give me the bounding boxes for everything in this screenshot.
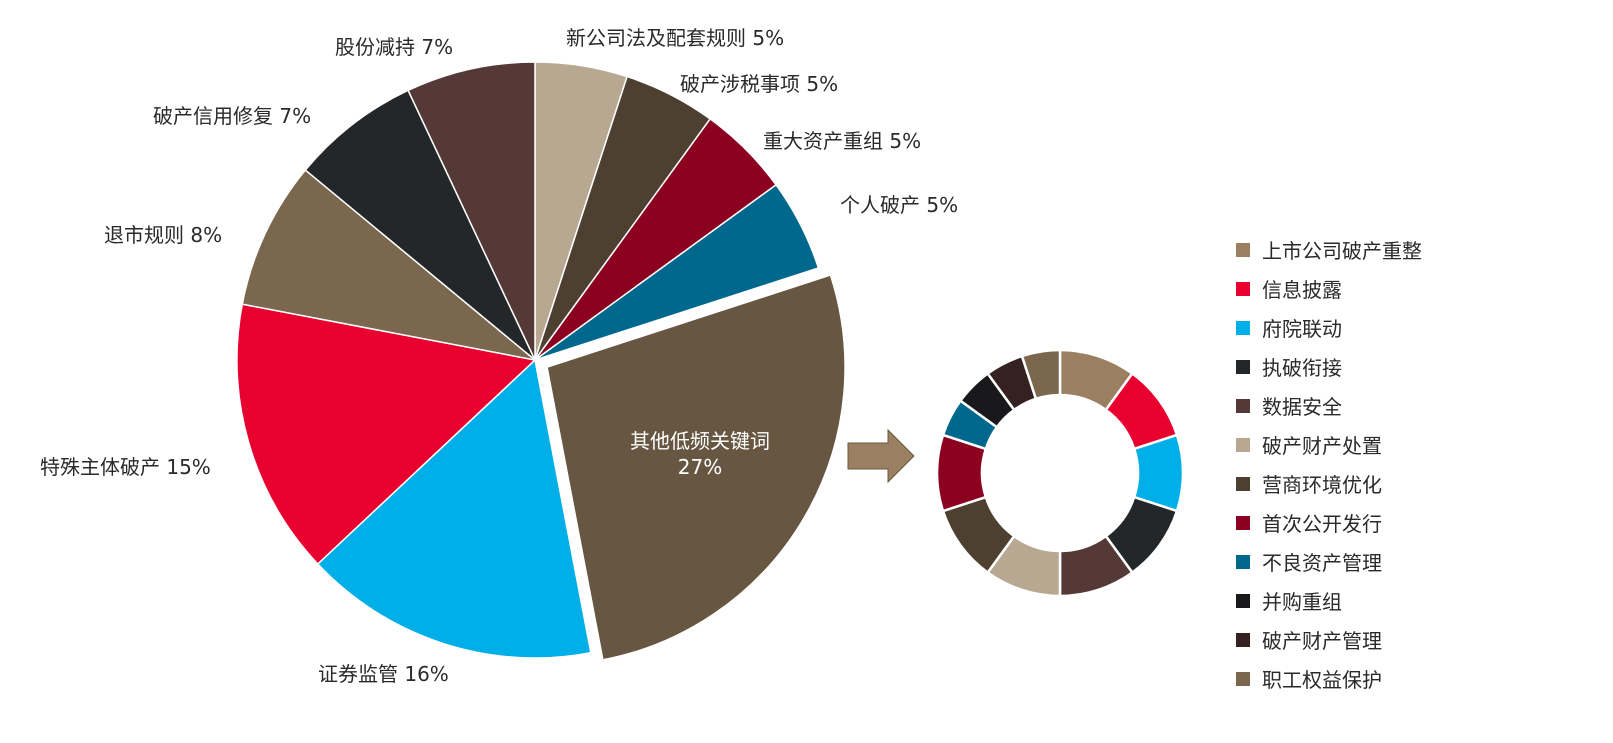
legend-label: 数据安全	[1262, 395, 1342, 419]
label-slice-4-name: 其他低频关键词	[630, 429, 770, 453]
legend-label: 上市公司破产重整	[1262, 239, 1422, 263]
legend-item: 并购重组	[1236, 581, 1422, 620]
legend-label: 破产财产管理	[1262, 629, 1382, 653]
label-slice-5: 证券监管 16%	[318, 662, 449, 686]
legend-label: 并购重组	[1262, 590, 1342, 614]
legend-swatch	[1236, 554, 1250, 569]
legend-item: 首次公开发行	[1236, 503, 1422, 542]
legend-item: 营商环境优化	[1236, 464, 1422, 503]
legend-swatch	[1236, 593, 1250, 608]
arrow-right-icon	[847, 428, 915, 484]
main-pie-slice-4	[546, 274, 846, 661]
main-pie-slice-6	[236, 303, 537, 566]
legend-label: 破产财产处置	[1262, 434, 1382, 458]
legend-swatch	[1236, 242, 1250, 257]
legend-swatch	[1236, 515, 1250, 530]
donut-slice-11	[1020, 348, 1062, 401]
label-slice-6: 特殊主体破产 15%	[40, 455, 211, 479]
label-slice-8: 破产信用修复 7%	[153, 104, 312, 128]
legend-swatch	[1236, 320, 1250, 335]
legend-swatch	[1236, 476, 1250, 491]
label-slice-4-value: 27%	[677, 455, 723, 479]
legend-swatch	[1236, 632, 1250, 647]
legend-label: 不良资产管理	[1262, 551, 1382, 575]
legend-item: 信息披露	[1236, 269, 1422, 308]
label-slice-3: 个人破产 5%	[840, 193, 959, 217]
legend-label: 信息披露	[1262, 278, 1342, 302]
legend: 上市公司破产重整 信息披露府院联动执破衔接数据安全破产财产处置 营商环境优化 首次公开…	[1236, 230, 1422, 698]
legend-label: 执破衔接	[1262, 356, 1342, 380]
legend-item: 职工权益保护	[1236, 659, 1422, 698]
legend-label: 营商环境优化	[1262, 473, 1382, 497]
legend-swatch	[1236, 398, 1250, 413]
legend-item: 不良资产管理	[1236, 542, 1422, 581]
label-slice-2: 重大资产重组 5%	[763, 129, 922, 153]
legend-label: 首次公开发行	[1262, 512, 1382, 536]
legend-swatch	[1236, 437, 1250, 452]
legend-item: 府院联动	[1236, 308, 1422, 347]
legend-label: 职工权益保护	[1262, 668, 1382, 692]
legend-swatch	[1236, 671, 1250, 686]
main-pie-slice-8	[304, 89, 536, 361]
label-slice-1: 破产涉税事项 5%	[680, 72, 839, 96]
legend-swatch	[1236, 359, 1250, 374]
label-slice-9: 股份减持 7%	[335, 35, 454, 59]
legend-swatch	[1236, 281, 1250, 296]
legend-label: 府院联动	[1262, 317, 1342, 341]
legend-item: 破产财产管理	[1236, 620, 1422, 659]
label-slice-4: 其他低频关键词 27%	[590, 428, 810, 480]
main-pie-slice-9	[407, 61, 536, 361]
main-pie-slice-5	[316, 358, 592, 659]
main-pie-slice-3	[534, 183, 820, 361]
legend-item: 执破衔接	[1236, 347, 1422, 386]
legend-item: 上市公司破产重整	[1236, 230, 1422, 269]
main-pie-slice-7	[241, 168, 536, 361]
legend-item: 破产财产处置	[1236, 425, 1422, 464]
label-slice-0: 新公司法及配套规则 5%	[566, 26, 785, 50]
label-slice-7: 退市规则 8%	[104, 223, 223, 247]
legend-item: 数据安全	[1236, 386, 1422, 425]
